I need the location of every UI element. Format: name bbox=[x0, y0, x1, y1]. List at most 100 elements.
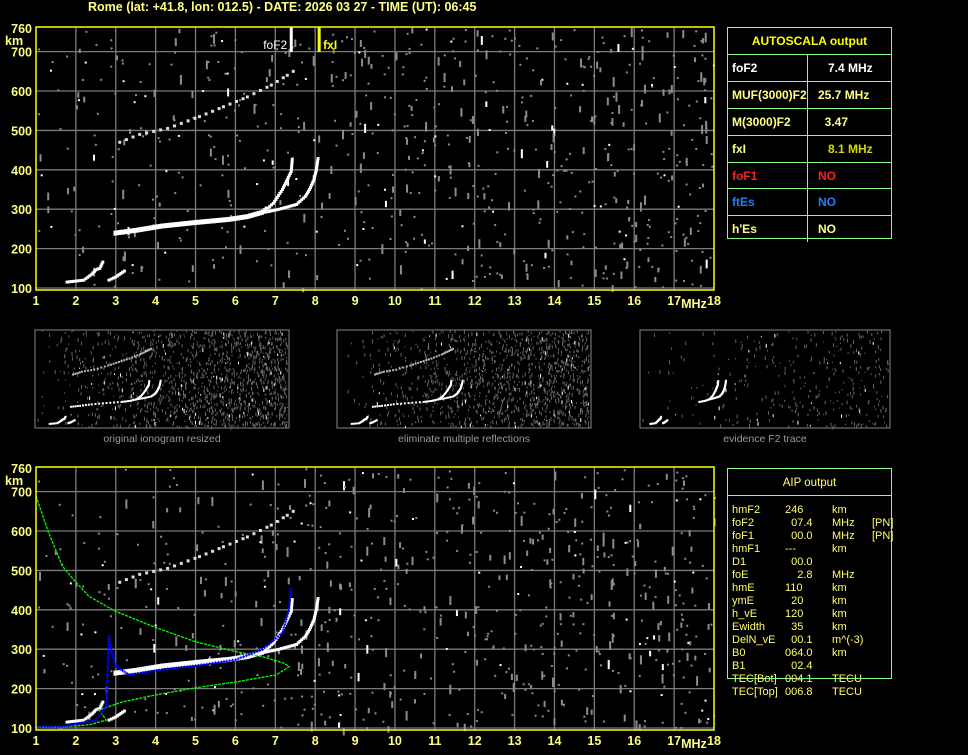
noise-echo bbox=[114, 92, 117, 95]
thumbnail-noise bbox=[208, 341, 210, 343]
noise-echo bbox=[227, 163, 230, 166]
thumbnail-noise bbox=[201, 421, 203, 426]
trace-echo-x-trace bbox=[261, 211, 265, 215]
thumbnail-noise bbox=[469, 423, 471, 428]
thumbnail-noise bbox=[251, 418, 253, 420]
noise-echo bbox=[328, 716, 331, 719]
aip-fitted-point bbox=[274, 636, 278, 640]
noise-echo bbox=[423, 606, 426, 612]
noise-echo bbox=[364, 49, 367, 59]
noise-echo bbox=[596, 472, 599, 475]
thumbnail-noise bbox=[431, 394, 433, 396]
noise-echo bbox=[492, 509, 495, 512]
thumbnail-noise bbox=[202, 382, 204, 385]
thumbnail-noise bbox=[56, 344, 58, 347]
thumbnail-noise bbox=[543, 399, 545, 401]
thumbnail-noise bbox=[275, 391, 277, 394]
noise-echo bbox=[550, 582, 553, 585]
thumbnail-noise bbox=[212, 332, 214, 337]
thumbnail-noise bbox=[169, 339, 171, 343]
thumbnail-noise bbox=[102, 403, 104, 407]
thumbnail-noise bbox=[478, 366, 480, 371]
noise-echo bbox=[243, 225, 246, 228]
thumbnail-noise bbox=[586, 408, 588, 413]
noise-echo bbox=[448, 470, 451, 473]
aip-fitted-point bbox=[177, 666, 181, 670]
noise-echo bbox=[463, 79, 466, 86]
noise-echo bbox=[655, 658, 658, 661]
thumbnail-noise bbox=[281, 349, 283, 352]
thumbnail-noise bbox=[144, 339, 146, 343]
noise-echo bbox=[110, 65, 113, 68]
thumbnail-noise bbox=[151, 352, 153, 356]
thumbnail-noise bbox=[231, 389, 233, 392]
noise-echo bbox=[507, 202, 510, 211]
thumbnail-noise bbox=[509, 372, 511, 375]
thumbnail-noise bbox=[286, 414, 288, 416]
noise-echo bbox=[590, 594, 593, 601]
thumbnail-noise bbox=[115, 333, 117, 336]
trace-echo-x-trace bbox=[313, 612, 317, 616]
thumbnail-noise bbox=[441, 330, 443, 333]
thumbnail-noise bbox=[64, 332, 66, 334]
thumbnail-noise bbox=[513, 380, 515, 383]
thumbnail-noise bbox=[270, 402, 272, 405]
thumbnail-noise bbox=[131, 388, 133, 392]
trace-echo-o-trace bbox=[254, 211, 258, 217]
trace-echo-o-trace bbox=[186, 220, 190, 226]
thumbnail-noise bbox=[158, 355, 160, 357]
noise-echo bbox=[194, 718, 197, 721]
noise-echo bbox=[448, 165, 451, 168]
thumbnail-noise bbox=[454, 330, 456, 334]
thumbnail-noise bbox=[232, 409, 234, 413]
noise-echo bbox=[303, 122, 306, 131]
noise-echo bbox=[360, 559, 363, 562]
noise-echo bbox=[656, 483, 659, 486]
thumbnail-noise bbox=[534, 402, 536, 405]
thumbnail-noise bbox=[160, 398, 162, 402]
thumbnail-trace-echo bbox=[356, 422, 359, 425]
thumbnail-noise bbox=[57, 406, 59, 409]
thumbnail-noise bbox=[475, 385, 477, 390]
thumbnail-noise bbox=[523, 347, 525, 351]
thumbnail-noise bbox=[200, 364, 202, 366]
thumbnail-noise bbox=[269, 337, 271, 341]
thumbnail-noise bbox=[514, 425, 516, 429]
noise-echo bbox=[693, 44, 696, 47]
thumbnail-noise bbox=[242, 423, 244, 427]
thumbnail-noise bbox=[175, 415, 177, 418]
thumbnail-noise bbox=[194, 412, 196, 416]
thumbnail-noise bbox=[217, 386, 219, 388]
noise-echo bbox=[405, 241, 408, 244]
trace-echo-multiple-reflection bbox=[166, 566, 170, 570]
thumbnail-noise bbox=[465, 417, 467, 422]
thumbnail-noise bbox=[179, 375, 181, 379]
thumbnail-noise bbox=[121, 419, 123, 421]
thumbnail-noise bbox=[225, 416, 227, 420]
thumbnail-noise bbox=[377, 338, 379, 340]
thumbnail-trace-echo bbox=[72, 419, 75, 422]
thumbnail-noise bbox=[429, 388, 431, 391]
thumbnail-noise bbox=[180, 378, 182, 382]
trace-echo-o-trace bbox=[158, 223, 162, 229]
thumbnail-noise bbox=[211, 421, 213, 424]
thumbnail-noise bbox=[216, 347, 218, 351]
thumbnail-noise bbox=[133, 414, 135, 419]
thumbnail-noise bbox=[559, 425, 561, 428]
thumbnail-noise bbox=[422, 375, 424, 378]
thumbnail-noise bbox=[74, 367, 76, 370]
noise-echo bbox=[366, 527, 369, 530]
thumbnail-noise bbox=[584, 361, 586, 365]
noise-echo bbox=[300, 619, 303, 627]
thumbnail-noise bbox=[405, 396, 407, 398]
noise-echo bbox=[682, 676, 685, 679]
thumbnail-noise bbox=[530, 353, 532, 357]
thumbnail-noise bbox=[451, 422, 453, 425]
thumbnail-noise bbox=[531, 423, 533, 426]
thumbnail-noise bbox=[210, 407, 212, 409]
thumbnail-noise bbox=[529, 402, 531, 407]
noise-echo bbox=[653, 635, 656, 640]
thumbnail-noise bbox=[519, 344, 521, 348]
noise-echo bbox=[547, 265, 550, 268]
thumbnail-noise bbox=[221, 341, 223, 343]
